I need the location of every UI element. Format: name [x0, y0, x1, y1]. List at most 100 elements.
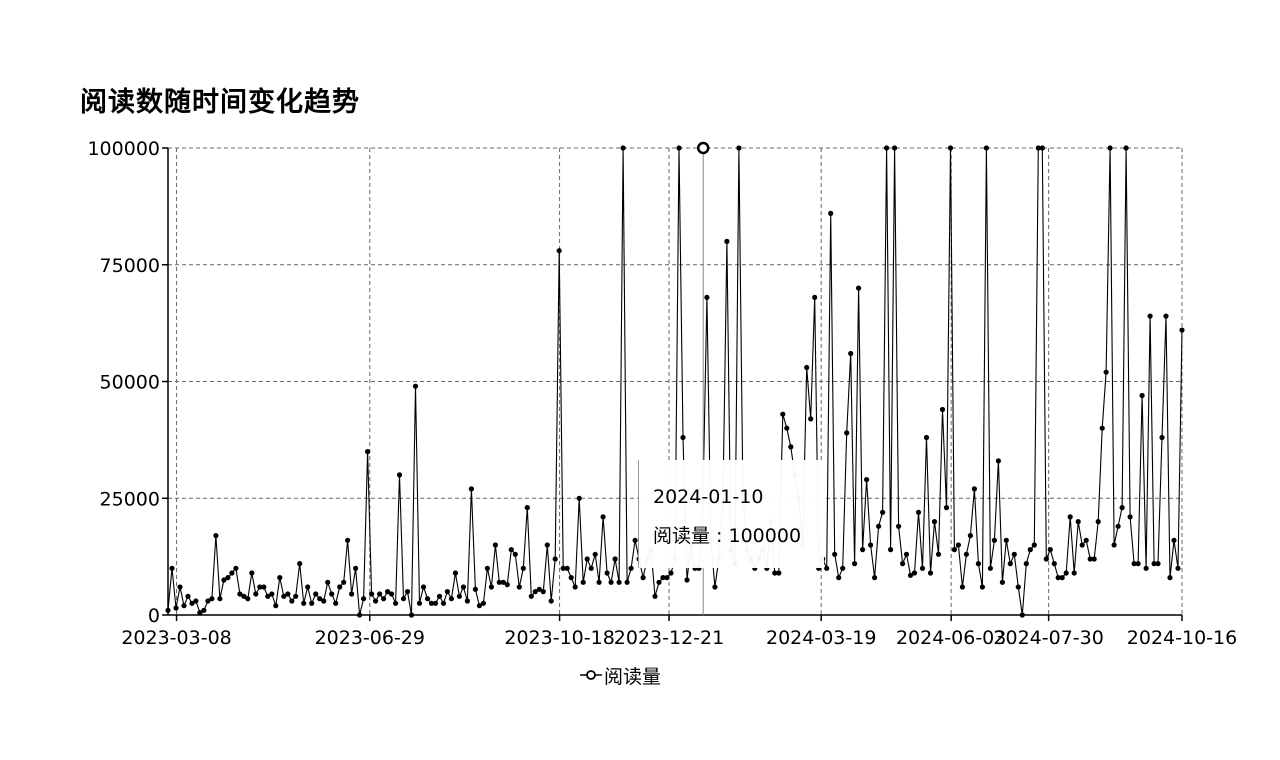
- data-point: [596, 579, 602, 585]
- data-point: [201, 607, 207, 613]
- data-point: [684, 577, 690, 583]
- y-tick-label: 0: [148, 605, 160, 627]
- data-point: [1075, 519, 1081, 525]
- data-point: [640, 575, 646, 581]
- data-point: [317, 596, 323, 602]
- data-point: [828, 210, 834, 216]
- data-point: [333, 600, 339, 606]
- tooltip-series-label: 阅读量: [653, 525, 711, 547]
- data-point: [1031, 542, 1037, 548]
- x-tick-label: 2024-03-19: [766, 627, 876, 649]
- data-point: [173, 605, 179, 611]
- data-point: [165, 607, 171, 613]
- data-point: [616, 579, 622, 585]
- data-point: [329, 591, 335, 597]
- data-point: [468, 486, 474, 492]
- chart-title: 阅读数随时间变化趋势: [80, 87, 360, 118]
- data-point: [265, 593, 271, 599]
- data-point: [524, 505, 530, 511]
- data-point: [1019, 612, 1025, 618]
- y-tick-label: 25000: [100, 488, 160, 510]
- data-point: [868, 542, 874, 548]
- data-point: [385, 589, 391, 595]
- data-point: [217, 596, 223, 602]
- data-point: [1023, 561, 1029, 567]
- data-point: [213, 533, 219, 539]
- data-point: [1091, 556, 1097, 562]
- data-point: [712, 584, 718, 590]
- data-point: [536, 586, 542, 592]
- data-point: [832, 551, 838, 557]
- data-point: [1131, 561, 1137, 567]
- data-point: [1123, 145, 1129, 151]
- data-point: [345, 537, 351, 543]
- data-point: [476, 603, 482, 609]
- data-point: [488, 584, 494, 590]
- data-point: [580, 579, 586, 585]
- data-point: [269, 591, 275, 597]
- data-point: [1167, 575, 1173, 581]
- data-point: [1071, 570, 1077, 576]
- data-point: [1127, 514, 1133, 520]
- data-point: [504, 582, 510, 588]
- data-point: [600, 514, 606, 520]
- x-tick-label: 2023-12-21: [614, 627, 724, 649]
- data-point: [840, 565, 846, 571]
- data-point: [424, 596, 431, 602]
- data-point: [540, 589, 546, 595]
- label-layer: 0 25000 50000 75000 100000 2023-03-08 2023-06-…: [87, 138, 1237, 649]
- data-point: [1111, 542, 1117, 548]
- data-point: [931, 519, 938, 525]
- data-point: [548, 598, 554, 604]
- data-point: [361, 596, 367, 602]
- data-point: [911, 570, 918, 576]
- tooltip-separator: :: [710, 525, 729, 547]
- y-tick-label: 100000: [87, 138, 160, 160]
- data-point: [305, 584, 311, 590]
- data-point: [584, 556, 590, 562]
- data-point: [341, 579, 347, 585]
- data-point: [544, 542, 550, 548]
- data-point: [915, 509, 922, 515]
- data-point: [620, 145, 626, 151]
- data-point: [935, 551, 942, 557]
- data-point: [856, 285, 862, 291]
- data-point: [528, 593, 534, 599]
- data-point: [516, 584, 522, 590]
- data-point: [903, 551, 910, 557]
- data-point: [852, 561, 858, 567]
- data-point: [396, 472, 403, 478]
- data-point: [824, 565, 830, 571]
- data-point: [1027, 547, 1033, 553]
- data-point: [664, 575, 670, 581]
- data-point: [884, 145, 890, 151]
- data-point: [907, 572, 914, 578]
- data-point: [464, 598, 470, 604]
- data-point: [285, 591, 291, 597]
- data-point: [880, 509, 886, 515]
- data-point: [1171, 537, 1177, 543]
- data-point: [181, 603, 187, 609]
- data-point: [273, 603, 279, 609]
- data-point: [428, 600, 435, 606]
- x-tick-label: 2023-03-08: [121, 627, 231, 649]
- data-point: [353, 565, 359, 571]
- legend[interactable]: 阅读量: [580, 662, 661, 688]
- data-point: [632, 537, 638, 543]
- data-point: [947, 145, 954, 151]
- data-point: [532, 589, 538, 595]
- data-point: [249, 570, 255, 576]
- data-point: [257, 584, 263, 590]
- data-point: [628, 565, 634, 571]
- data-point: [281, 593, 287, 599]
- data-point: [277, 575, 283, 581]
- data-point: [253, 591, 259, 597]
- data-point: [939, 406, 946, 413]
- data-point: [1039, 145, 1045, 151]
- data-point: [927, 570, 934, 576]
- data-point: [496, 579, 502, 585]
- data-point: [404, 589, 411, 595]
- tooltip-value-row: 阅读量 : 100000: [653, 517, 810, 556]
- data-point: [971, 486, 978, 492]
- data-point: [1015, 584, 1021, 590]
